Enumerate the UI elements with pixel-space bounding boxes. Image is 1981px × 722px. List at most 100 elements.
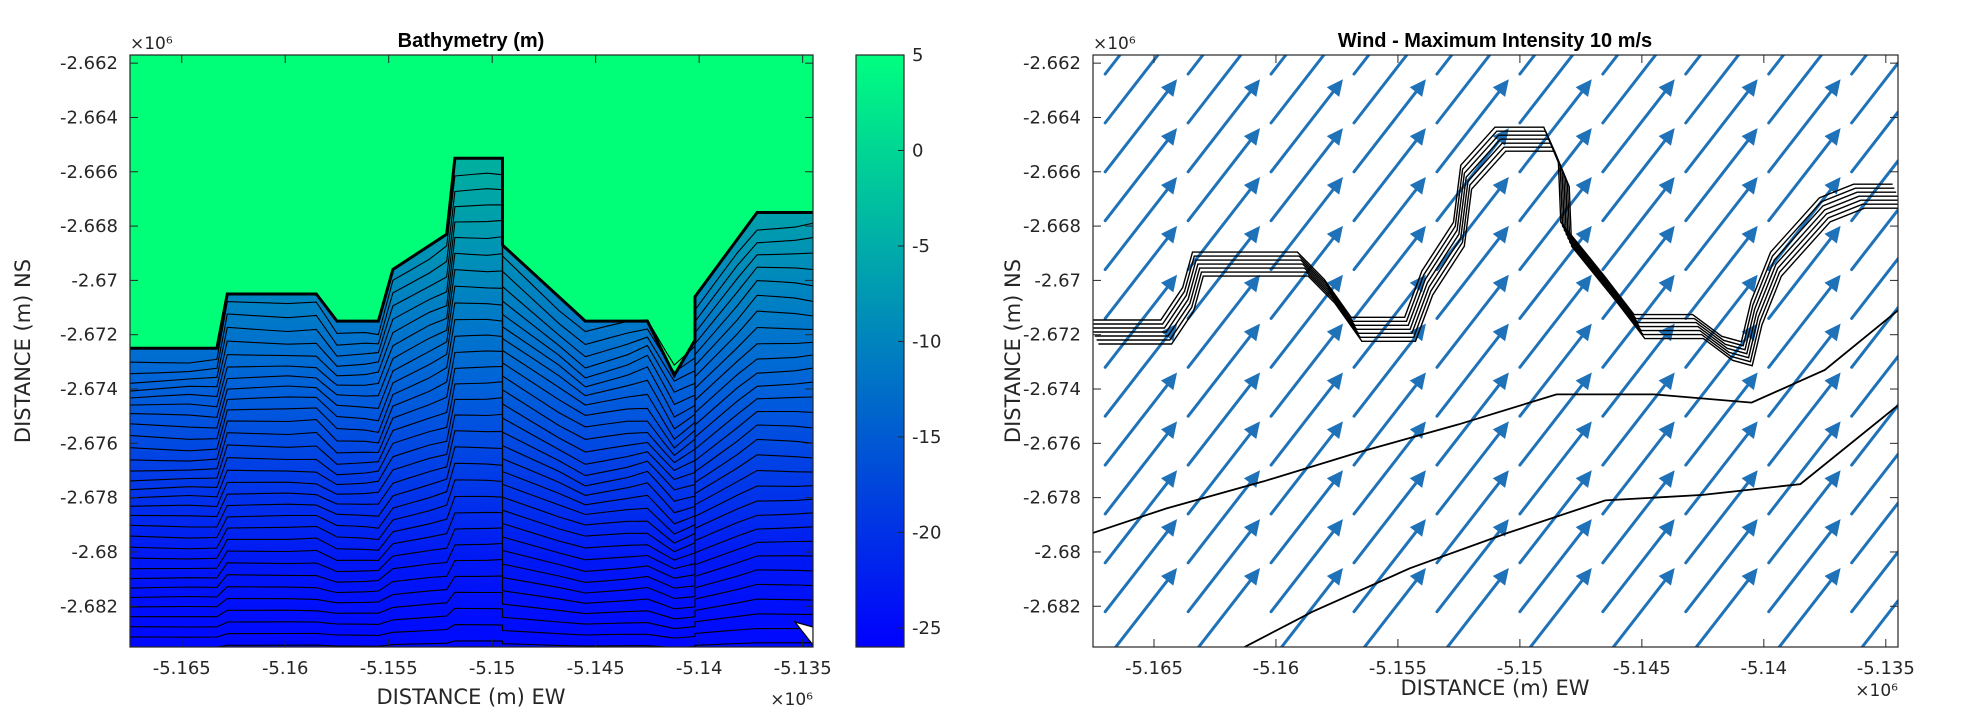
wind-x-tick-label: -5.14: [1741, 658, 1788, 679]
bathymetry-depth-contour: [130, 495, 813, 561]
wind-y-tick-label: -2.664: [1023, 107, 1081, 128]
wind-arrow: [1767, 274, 1841, 369]
bathymetry-depth-contour: [130, 575, 813, 610]
colorbar-ticks: 5 0 -5 -10 -15 -20 -25: [898, 45, 941, 639]
bathymetry-x-tick-label: -5.145: [567, 658, 625, 679]
bathymetry-depth-contour: [130, 591, 813, 620]
wind-arrow: [1850, 354, 1898, 418]
wind-coastline-line: [1093, 126, 1893, 343]
wind-arrow: [1767, 55, 1824, 125]
wind-arrow: [1437, 0, 1509, 25]
wind-arrow: [1269, 372, 1343, 467]
wind-x-axis-label: DISTANCE (m) EW: [1400, 676, 1589, 700]
wind-depth-isoline: [1242, 404, 1898, 647]
wind-arrow: [1279, 568, 1343, 647]
wind-arrow: [1103, 470, 1178, 565]
bathymetry-depth-contour: [130, 527, 813, 580]
wind-arrow: [1601, 470, 1675, 565]
wind-arrow: [1935, 0, 1981, 25]
wind-arrow: [1850, 60, 1898, 125]
wind-arrow: [1601, 55, 1658, 125]
wind-arrow: [1935, 373, 1981, 466]
bathymetry-plot-area: [130, 55, 813, 647]
wind-arrow: [1269, 55, 1326, 125]
bathymetry-depth-contour: [130, 607, 813, 630]
wind-arrow: [1767, 372, 1841, 467]
wind-arrow: [1352, 128, 1426, 223]
wind-arrow: [1935, 275, 1981, 368]
wind-arrow: [1850, 402, 1898, 467]
wind-arrow: [1860, 598, 1898, 647]
bathymetry-x-tick-label: -5.14: [676, 658, 723, 679]
wind-arrow: [1935, 0, 1981, 74]
wind-arrow: [1103, 225, 1178, 320]
wind-arrow: [1767, 55, 1786, 76]
wind-arrow: [1186, 176, 1261, 272]
wind-arrow: [1518, 79, 1592, 174]
wind-arrow: [1684, 421, 1758, 516]
wind-arrow: [1935, 324, 1981, 417]
colorbar-tick-label: 5: [912, 45, 923, 66]
wind-axis-ticks: -5.165 -5.16 -5.155 -5.15 -5.145 -5.14 -5.135 -…: [1023, 53, 1915, 679]
wind-coastline-line: [1093, 138, 1898, 355]
wind-arrow: [1518, 372, 1592, 467]
bathymetry-y-tick-label: -2.672: [60, 325, 118, 346]
wind-arrow: [1684, 372, 1758, 467]
wind-arrow: [1694, 568, 1758, 647]
bathymetry-depth-contours: [130, 172, 813, 647]
wind-arrow: [1518, 519, 1592, 614]
wind-arrow: [1684, 79, 1758, 174]
wind-arrow: [1767, 79, 1841, 174]
wind-y-exponent: ×10⁶: [1093, 34, 1136, 54]
colorbar-tick-label: -25: [912, 618, 941, 639]
bathymetry-depth-contour: [130, 542, 813, 589]
wind-title: Wind - Maximum Intensity 10 m/s: [1338, 30, 1652, 52]
wind-arrow: [1269, 79, 1343, 174]
wind-arrow: [1850, 305, 1898, 369]
wind-arrow: [1186, 79, 1261, 174]
wind-y-tick-label: -2.668: [1023, 216, 1081, 237]
wind-arrow: [1435, 421, 1509, 516]
bathymetry-depth-contour: [130, 624, 813, 639]
wind-arrow: [1518, 470, 1592, 565]
wind-x-tick-label: -5.165: [1125, 658, 1183, 679]
wind-arrow: [1435, 225, 1509, 320]
wind-arrow: [1601, 176, 1675, 272]
wind-arrow: [1352, 79, 1426, 174]
wind-arrow: [1684, 128, 1758, 223]
wind-arrow: [1435, 55, 1454, 76]
colorbar-gradient: [856, 55, 904, 647]
bathymetry-x-axis-label: DISTANCE (m) EW: [376, 685, 565, 709]
wind-coastline-line: [1093, 130, 1895, 347]
wind-arrow: [1103, 55, 1122, 76]
wind-arrow: [1518, 128, 1592, 223]
wind-coastline-line: [1098, 150, 1898, 367]
bathymetry-y-tick-label: -2.68: [71, 542, 118, 563]
wind-arrow: [1186, 372, 1261, 467]
wind-arrow: [1601, 79, 1675, 174]
bathymetry-depth-contour: [130, 558, 813, 600]
colorbar-tick-label: -10: [912, 331, 941, 352]
wind-arrow: [1684, 225, 1758, 320]
bathymetry-y-tick-label: -2.676: [60, 433, 118, 454]
wind-arrow: [1186, 128, 1261, 223]
wind-coastline-line: [1096, 146, 1898, 363]
colorbar-tick-label: -20: [912, 522, 941, 543]
wind-arrow: [1196, 568, 1261, 647]
wind-arrow: [1684, 55, 1741, 125]
wind-y-tick-label: -2.662: [1023, 53, 1081, 74]
wind-arrow: [1611, 568, 1675, 647]
wind-x-tick-label: -5.16: [1253, 658, 1300, 679]
bathymetry-axis-ticks: -5.165 -5.16 -5.155 -5.15 -5.145 -5.14 -5.135 -…: [60, 53, 832, 679]
wind-arrow: [1518, 421, 1592, 516]
bathymetry-colorbar: 5 0 -5 -10 -15 -20 -25: [855, 45, 941, 648]
wind-arrow: [1686, 0, 1758, 25]
wind-arrow: [1684, 274, 1758, 369]
wind-arrow: [1435, 176, 1509, 272]
wind-x-tick-label: -5.145: [1613, 658, 1671, 679]
wind-coastline: [1093, 126, 1898, 367]
wind-x-tick-label: -5.135: [1857, 658, 1915, 679]
wind-arrow: [1601, 519, 1675, 614]
wind-arrow: [1269, 176, 1343, 272]
